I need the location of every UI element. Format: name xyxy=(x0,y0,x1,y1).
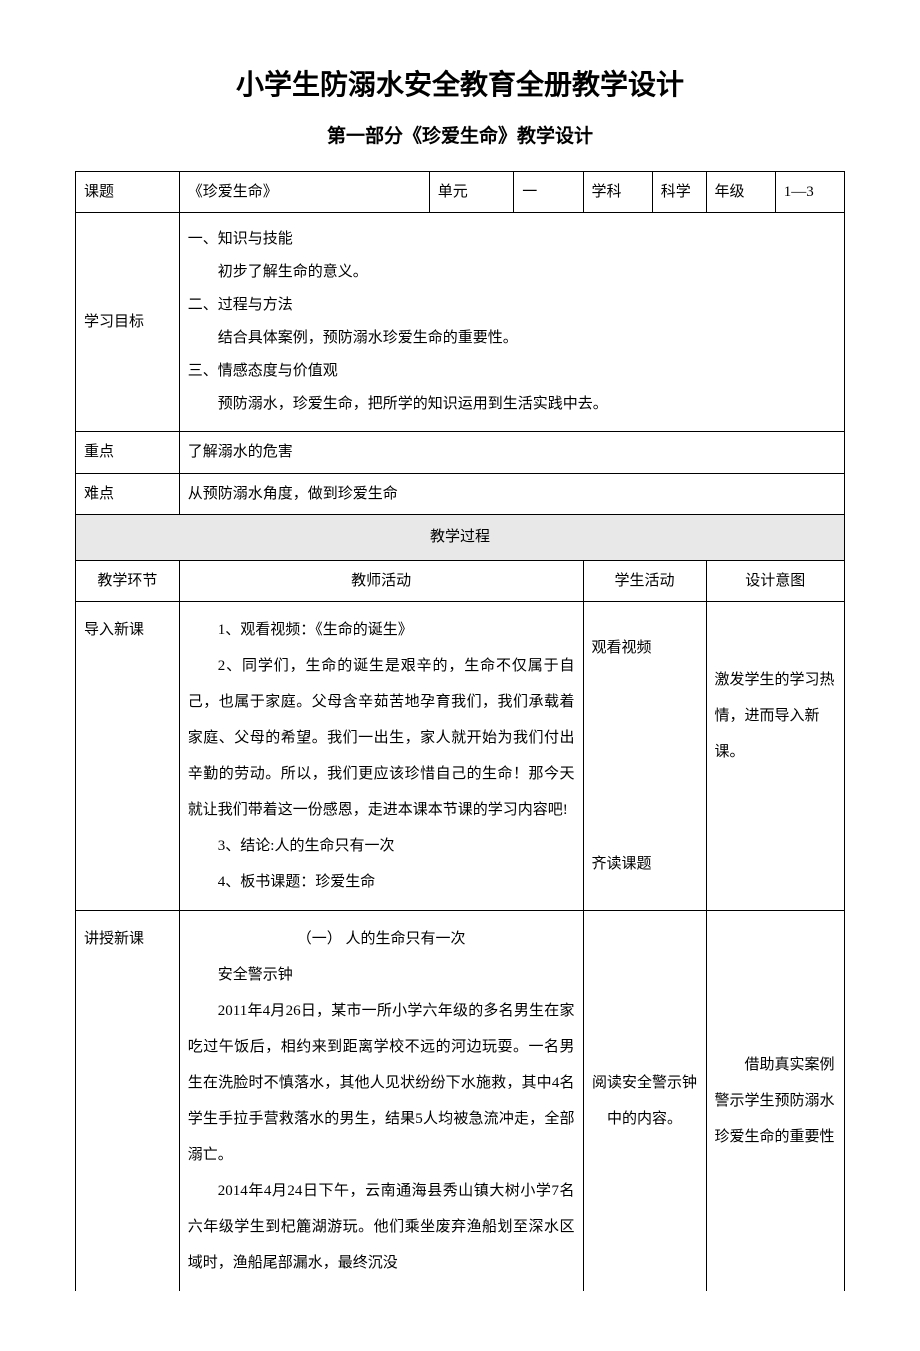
unit-label: 单元 xyxy=(429,171,514,213)
goals-line: 初步了解生命的意义。 xyxy=(188,256,836,289)
lecture-stage: 讲授新课 xyxy=(76,911,180,1292)
intro-line: 4、板书课题：珍爱生命 xyxy=(188,864,575,900)
grade-label: 年级 xyxy=(706,171,775,213)
lesson-plan-table: 课题 《珍爱生命》 单元 一 学科 科学 年级 1—3 学习目标 一、知识与技能… xyxy=(75,171,845,1292)
lecture-teacher: （一） 人的生命只有一次 安全警示钟 2011年4月26日，某市一所小学六年级的… xyxy=(179,911,583,1292)
goals-line: 一、知识与技能 xyxy=(188,223,836,256)
table-row: 教学环节 教师活动 学生活动 设计意图 xyxy=(76,560,845,602)
goals-label: 学习目标 xyxy=(76,213,180,432)
goals-content: 一、知识与技能 初步了解生命的意义。 二、过程与方法 结合具体案例，预防溺水珍爱… xyxy=(179,213,844,432)
page-title: 小学生防溺水安全教育全册教学设计 xyxy=(75,60,845,110)
difficulty-value: 从预防溺水角度，做到珍爱生命 xyxy=(179,473,844,515)
lecture-body: 2014年4月24日下午，云南通海县秀山镇大树小学7名六年级学生到杞簏湖游玩。他… xyxy=(188,1173,575,1281)
intro-design: 激发学生的学习热情，进而导入新课。 xyxy=(706,602,844,911)
intro-teacher: 1、观看视频：《生命的诞生》 2、同学们，生命的诞生是艰辛的，生命不仅属于自己，… xyxy=(179,602,583,911)
intro-line: 1、观看视频：《生命的诞生》 xyxy=(188,612,575,648)
subject-value: 科学 xyxy=(652,171,706,213)
lecture-heading: （一） 人的生命只有一次 xyxy=(188,921,575,957)
goals-line: 二、过程与方法 xyxy=(188,289,836,322)
table-row: 学习目标 一、知识与技能 初步了解生命的意义。 二、过程与方法 结合具体案例，预… xyxy=(76,213,845,432)
table-row: 教学过程 xyxy=(76,515,845,561)
lecture-student-line: 阅读安全警示钟中的内容。 xyxy=(592,1065,698,1137)
subject-label: 学科 xyxy=(583,171,652,213)
table-row: 讲授新课 （一） 人的生命只有一次 安全警示钟 2011年4月26日，某市一所小… xyxy=(76,911,845,1292)
col-design: 设计意图 xyxy=(706,560,844,602)
intro-student: 观看视频 齐读课题 xyxy=(583,602,706,911)
intro-stage: 导入新课 xyxy=(76,602,180,911)
col-stage: 教学环节 xyxy=(76,560,180,602)
goals-line: 预防溺水，珍爱生命，把所学的知识运用到生活实践中去。 xyxy=(188,388,836,421)
lecture-student: 阅读安全警示钟中的内容。 xyxy=(583,911,706,1292)
lecture-design: 借助真实案例警示学生预防溺水珍爱生命的重要性 xyxy=(706,911,844,1292)
key-point-label: 重点 xyxy=(76,432,180,474)
table-row: 难点 从预防溺水角度，做到珍爱生命 xyxy=(76,473,845,515)
unit-value: 一 xyxy=(514,171,583,213)
lecture-body: 2011年4月26日，某市一所小学六年级的多名男生在家吃过午饭后，相约来到距离学… xyxy=(188,993,575,1173)
process-header: 教学过程 xyxy=(76,515,845,561)
table-row: 导入新课 1、观看视频：《生命的诞生》 2、同学们，生命的诞生是艰辛的，生命不仅… xyxy=(76,602,845,911)
intro-student-line: 齐读课题 xyxy=(592,846,698,882)
difficulty-label: 难点 xyxy=(76,473,180,515)
goals-line: 结合具体案例，预防溺水珍爱生命的重要性。 xyxy=(188,322,836,355)
table-row: 课题 《珍爱生命》 单元 一 学科 科学 年级 1—3 xyxy=(76,171,845,213)
intro-student-line: 观看视频 xyxy=(592,630,698,666)
intro-design-line: 激发学生的学习热情，进而导入新课。 xyxy=(715,662,836,770)
topic-label: 课题 xyxy=(76,171,180,213)
goals-line: 三、情感态度与价值观 xyxy=(188,355,836,388)
col-teacher: 教师活动 xyxy=(179,560,583,602)
lecture-design-line: 借助真实案例警示学生预防溺水珍爱生命的重要性 xyxy=(715,1047,836,1155)
intro-line: 2、同学们，生命的诞生是艰辛的，生命不仅属于自己，也属于家庭。父母含辛茹苦地孕育… xyxy=(188,648,575,828)
intro-line: 3、结论:人的生命只有一次 xyxy=(188,828,575,864)
topic-value: 《珍爱生命》 xyxy=(179,171,429,213)
col-student: 学生活动 xyxy=(583,560,706,602)
grade-value: 1—3 xyxy=(775,171,844,213)
table-row: 重点 了解溺水的危害 xyxy=(76,432,845,474)
lecture-sub: 安全警示钟 xyxy=(188,957,575,993)
key-point-value: 了解溺水的危害 xyxy=(179,432,844,474)
section-title: 第一部分《珍爱生命》教学设计 xyxy=(75,120,845,154)
